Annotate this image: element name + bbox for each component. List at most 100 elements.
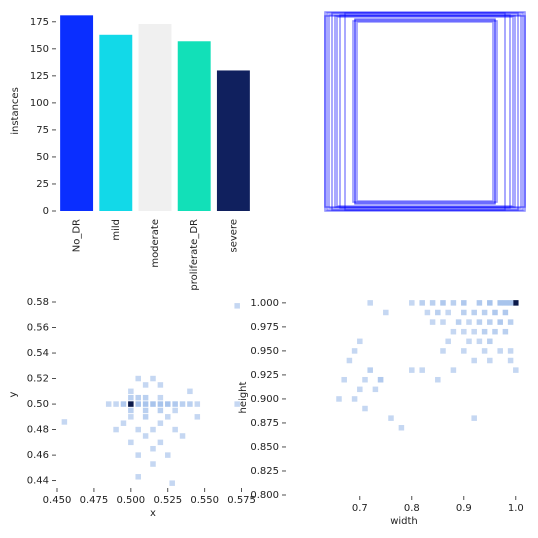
cell — [165, 452, 171, 458]
cell — [409, 367, 415, 373]
y-tick-label: 175 — [30, 17, 49, 28]
y-tick-label: 0.44 — [27, 476, 49, 487]
cell — [135, 394, 141, 401]
cell — [471, 415, 477, 421]
x-tick-label: 1.0 — [508, 503, 524, 514]
cell — [507, 300, 514, 306]
cell — [424, 309, 431, 316]
bar — [216, 70, 250, 211]
bar — [138, 23, 172, 211]
x-tick-label: severe — [228, 219, 239, 252]
cell — [471, 309, 477, 316]
cell — [172, 426, 178, 433]
cell — [471, 357, 477, 364]
cell — [383, 309, 389, 316]
cell — [476, 319, 483, 325]
cell — [142, 433, 149, 439]
cell — [135, 452, 141, 458]
cell — [440, 300, 446, 306]
cell — [445, 309, 451, 316]
box — [352, 20, 498, 203]
cell — [142, 382, 149, 388]
cell — [169, 480, 175, 486]
y-tick-label: 0.825 — [250, 466, 279, 477]
cell — [377, 376, 384, 383]
cell — [135, 375, 141, 382]
cell — [450, 300, 457, 306]
cell — [150, 375, 156, 382]
cell — [487, 300, 493, 306]
cell — [172, 401, 178, 407]
cell — [461, 300, 467, 306]
cell — [481, 328, 488, 335]
y-tick-label: 0.950 — [250, 346, 279, 357]
box — [354, 18, 496, 205]
cell — [194, 401, 201, 407]
cell — [135, 426, 141, 433]
cell — [150, 445, 156, 452]
x-tick-label: 0.575 — [227, 495, 256, 506]
cell — [187, 401, 193, 407]
y-tick-label: 0.52 — [27, 374, 49, 385]
y-tick-label: 0.56 — [27, 323, 49, 334]
cell — [367, 367, 373, 373]
cell — [113, 426, 119, 433]
cell — [165, 414, 171, 420]
cell — [128, 394, 134, 401]
x-tick-label: 0.9 — [456, 503, 472, 514]
cell — [388, 415, 394, 421]
cell — [492, 309, 498, 316]
y-tick-label: 0.850 — [250, 442, 279, 453]
y-tick-label: 75 — [36, 125, 49, 136]
x-tick-label: 0.7 — [352, 503, 368, 514]
cell — [357, 386, 363, 393]
box — [356, 21, 494, 202]
cell — [346, 357, 353, 364]
cell — [471, 328, 477, 335]
cell — [194, 414, 201, 420]
cell — [351, 396, 358, 402]
cell — [429, 300, 436, 306]
cell — [341, 376, 347, 383]
box — [344, 12, 506, 211]
cell — [409, 300, 415, 306]
cell — [61, 419, 68, 425]
y-tick-label: 0 — [43, 206, 49, 217]
cell — [128, 414, 134, 420]
cell — [450, 328, 457, 335]
cell — [481, 348, 488, 354]
y-tick-label: 0.54 — [27, 348, 49, 359]
cell — [481, 309, 488, 316]
cell — [142, 394, 149, 401]
cell — [445, 338, 451, 345]
y-tick-label: 0.925 — [250, 370, 279, 381]
y-tick-label: 0.900 — [250, 394, 279, 405]
cell — [142, 407, 149, 414]
cell — [466, 338, 472, 345]
cell — [362, 376, 368, 383]
cell — [476, 300, 483, 306]
cell — [492, 328, 498, 335]
box — [331, 12, 519, 211]
cell — [150, 461, 156, 467]
y-tick-label: 0.800 — [250, 490, 279, 501]
cell — [336, 396, 342, 402]
cell — [507, 357, 514, 364]
cell — [398, 425, 405, 431]
cell — [476, 338, 483, 345]
y-axis-label: y — [8, 391, 19, 397]
box — [334, 15, 516, 208]
cell — [179, 401, 186, 407]
box — [354, 19, 496, 204]
cell — [234, 303, 240, 309]
cell — [157, 401, 164, 407]
y-tick-label: 0.975 — [250, 322, 279, 333]
cell — [135, 474, 141, 480]
cell — [150, 401, 156, 407]
cell — [105, 401, 112, 407]
cell — [157, 382, 164, 388]
cell — [507, 348, 514, 354]
cell — [165, 401, 171, 407]
y-tick-label: 100 — [30, 98, 49, 109]
